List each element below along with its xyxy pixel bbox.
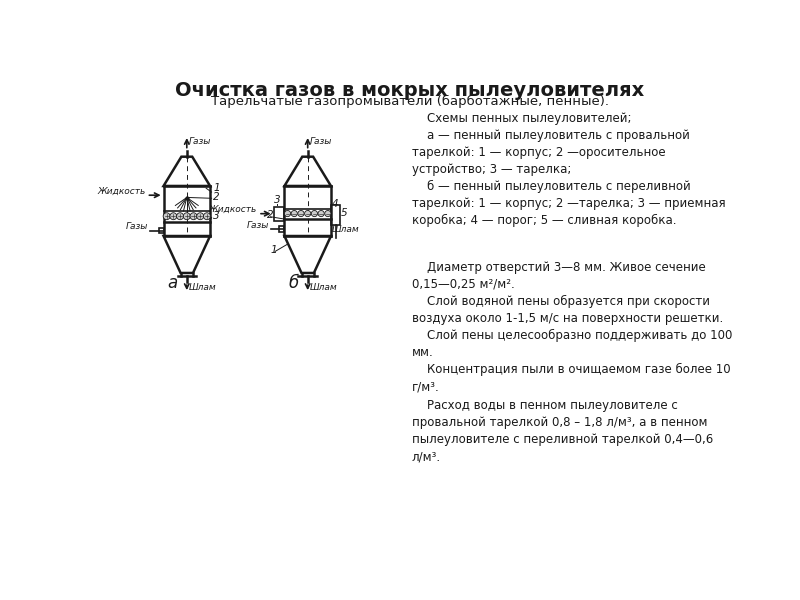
Text: 5: 5 <box>341 208 348 218</box>
Text: Шлам: Шлам <box>188 283 216 292</box>
Circle shape <box>177 213 183 220</box>
Circle shape <box>285 211 290 217</box>
Text: 2: 2 <box>213 192 220 202</box>
Text: Жидкость: Жидкость <box>98 187 146 196</box>
Bar <box>159 227 163 233</box>
Text: Газы: Газы <box>246 221 269 230</box>
Text: 1: 1 <box>213 184 220 193</box>
Circle shape <box>325 211 331 217</box>
Circle shape <box>197 213 204 220</box>
Circle shape <box>163 213 170 220</box>
Bar <box>274 207 285 221</box>
Text: Диаметр отверстий 3—8 мм. Живое сечение
0,15—0,25 м²/м².
    Слой водяной пены о: Диаметр отверстий 3—8 мм. Живое сечение … <box>411 260 732 393</box>
Circle shape <box>170 213 177 220</box>
Text: Шлам: Шлам <box>332 225 359 234</box>
Text: Жидкость: Жидкость <box>208 205 257 214</box>
Circle shape <box>190 213 197 220</box>
Circle shape <box>203 213 210 220</box>
Text: Расход воды в пенном пылеуловителе с
провальной тарелкой 0,8 – 1,8 л/м³, а в пен: Расход воды в пенном пылеуловителе с про… <box>411 399 713 463</box>
Text: Схемы пенных пылеуловителей;
    а — пенный пылеуловитель с провальной
тарелкой:: Схемы пенных пылеуловителей; а — пенный … <box>411 112 725 227</box>
Text: Очистка газов в мокрых пылеуловителях: Очистка газов в мокрых пылеуловителях <box>175 81 645 100</box>
Circle shape <box>311 211 318 217</box>
Text: 4: 4 <box>332 199 338 209</box>
Text: Газы: Газы <box>126 222 148 231</box>
Text: 1: 1 <box>270 245 277 255</box>
Text: 2: 2 <box>267 210 274 220</box>
Text: 3: 3 <box>274 195 281 205</box>
Text: а: а <box>168 274 178 292</box>
Text: Тарельчатые газопромыватели (барботажные, пенные).: Тарельчатые газопромыватели (барботажные… <box>211 95 609 108</box>
Text: Газы: Газы <box>310 137 333 146</box>
Circle shape <box>298 211 304 217</box>
Circle shape <box>305 211 311 217</box>
Bar <box>279 226 285 232</box>
Text: Газы: Газы <box>189 137 211 146</box>
Text: 3: 3 <box>213 211 220 221</box>
Circle shape <box>318 211 324 217</box>
Text: Шлам: Шлам <box>310 283 337 292</box>
Text: б: б <box>289 274 299 292</box>
Circle shape <box>183 213 190 220</box>
Bar <box>331 205 340 225</box>
Circle shape <box>291 211 298 217</box>
